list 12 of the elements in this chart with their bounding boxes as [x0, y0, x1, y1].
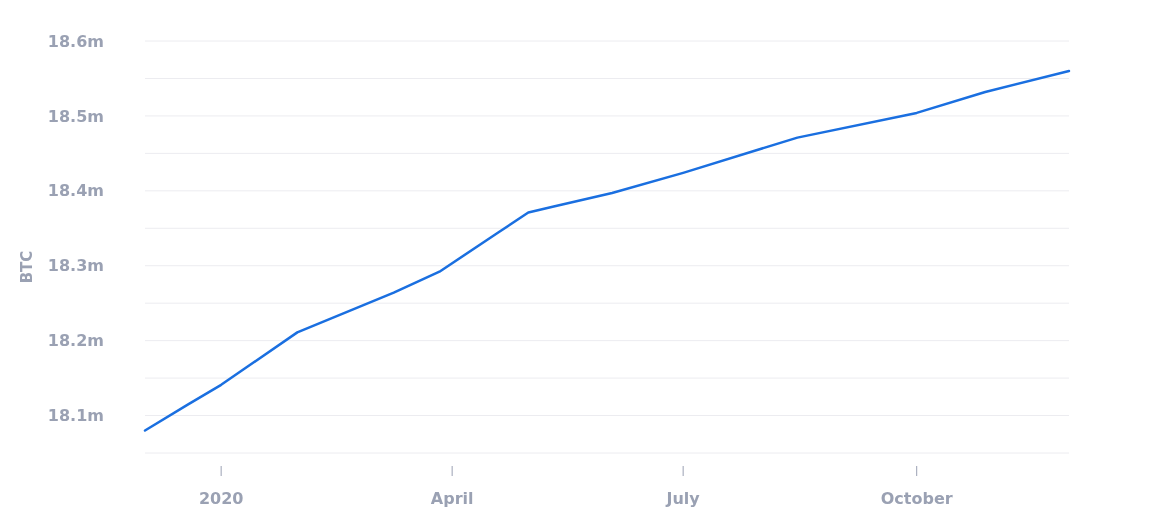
- x-tick-label: 2020: [198, 489, 244, 508]
- y-tick-label: 18.3m: [47, 256, 104, 276]
- x-tick-label: October: [880, 489, 953, 508]
- y-tick-label: 18.2m: [47, 331, 104, 351]
- line-series: [143, 69, 1071, 432]
- x-tick-label: April: [430, 489, 474, 508]
- x-tick-label: July: [665, 489, 701, 508]
- y-axis-title: BTC: [18, 250, 36, 284]
- y-tick-label: 18.6m: [47, 31, 104, 51]
- y-tick-label: 18.1m: [47, 406, 104, 426]
- y-tick-label: 18.4m: [47, 181, 104, 201]
- y-tick-label: 18.5m: [47, 106, 104, 126]
